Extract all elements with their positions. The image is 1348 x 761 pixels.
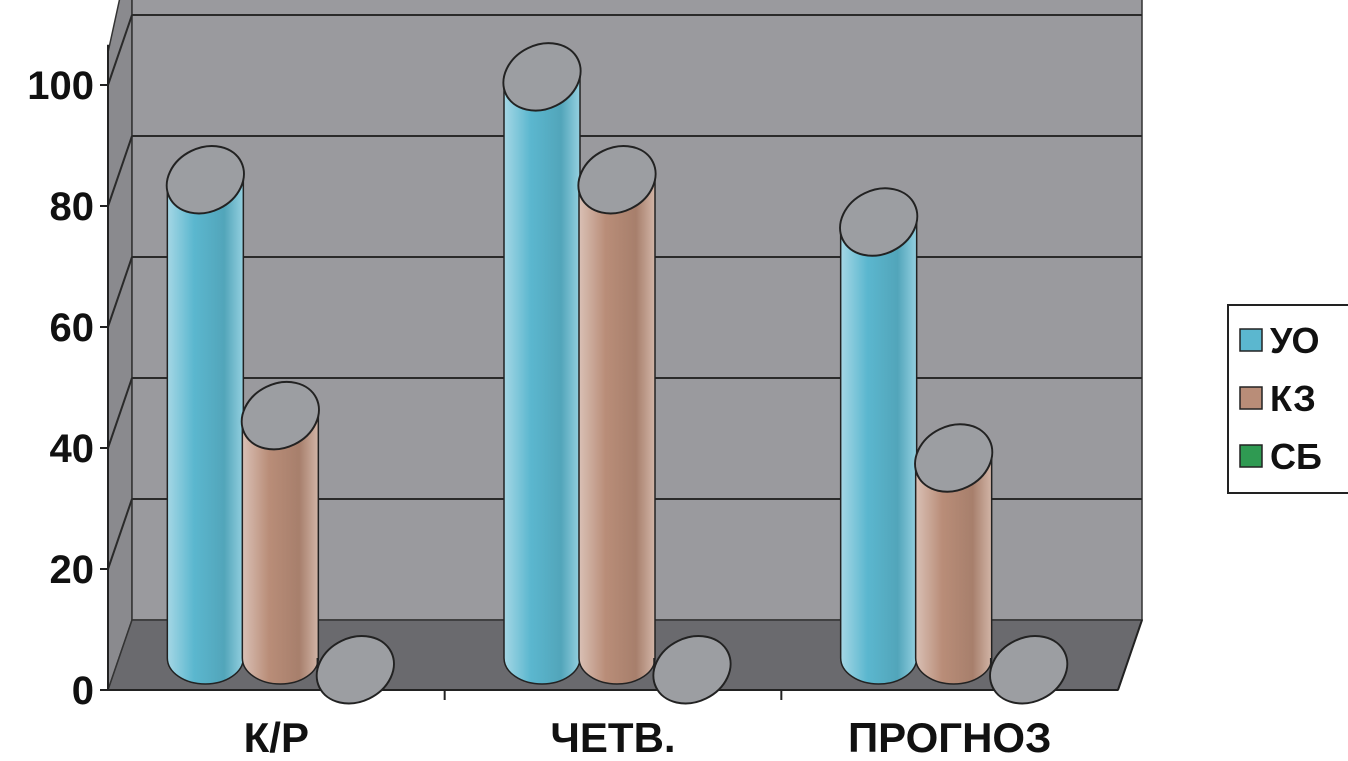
axes: [100, 44, 1143, 700]
bars: [165, 42, 1069, 705]
bar-kz-2: [577, 145, 657, 685]
bar-uo-2: [502, 42, 582, 685]
legend: УО КЗ СБ: [1227, 304, 1348, 494]
legend-label: КЗ: [1270, 378, 1316, 419]
bar-uo-1: [165, 145, 245, 685]
bar-cap: [652, 635, 732, 705]
legend-swatch: [1239, 444, 1263, 468]
bar-kz-1: [240, 380, 320, 685]
legend-swatch: [1239, 328, 1263, 352]
y-tick-labels: 0 20 40 60 80 100: [27, 64, 94, 713]
y-tick-label: 20: [50, 548, 95, 592]
bar-sb-3: [989, 635, 1069, 705]
floor-edge: [1117, 619, 1143, 691]
bar-sb-2: [652, 635, 732, 705]
legend-label: УО: [1270, 320, 1320, 361]
x-category-labels: К/Р ЧЕТВ. ПРОГНОЗ: [244, 714, 1052, 761]
x-category-label: К/Р: [244, 714, 309, 761]
bar-kz-3: [914, 423, 994, 685]
bar-cap: [989, 635, 1069, 705]
bar-cap: [502, 42, 582, 112]
y-tick-label: 60: [50, 306, 95, 350]
bar-cap: [839, 187, 919, 257]
bar-cap: [315, 635, 395, 705]
bar-body: [241, 414, 320, 685]
bar-cap: [914, 423, 994, 493]
gridline-side: [107, 377, 133, 449]
bar-body: [503, 76, 581, 685]
y-tick-label: 100: [27, 64, 94, 108]
legend-swatch: [1239, 386, 1263, 410]
bar-cap: [165, 145, 245, 215]
gridline-side: [107, 14, 133, 86]
bar-sb-1: [315, 635, 395, 705]
y-tick-label: 80: [50, 185, 95, 229]
legend-label: СБ: [1270, 436, 1322, 477]
bar-cap: [577, 145, 657, 215]
bar-body: [578, 178, 656, 685]
gridline-side: [107, 135, 133, 207]
gridline-side: [107, 498, 133, 570]
bar-body: [839, 221, 918, 685]
side-wall: [107, 0, 133, 691]
y-tick-label: 40: [50, 427, 95, 471]
bar-cap: [240, 380, 320, 451]
gridline-side: [107, 256, 133, 328]
x-category-label: ЧЕТВ.: [550, 714, 675, 761]
bar-uo-3: [839, 187, 919, 685]
y-tick-label: 0: [72, 669, 94, 713]
bar-body: [166, 178, 245, 685]
x-category-label: ПРОГНОЗ: [848, 714, 1051, 761]
